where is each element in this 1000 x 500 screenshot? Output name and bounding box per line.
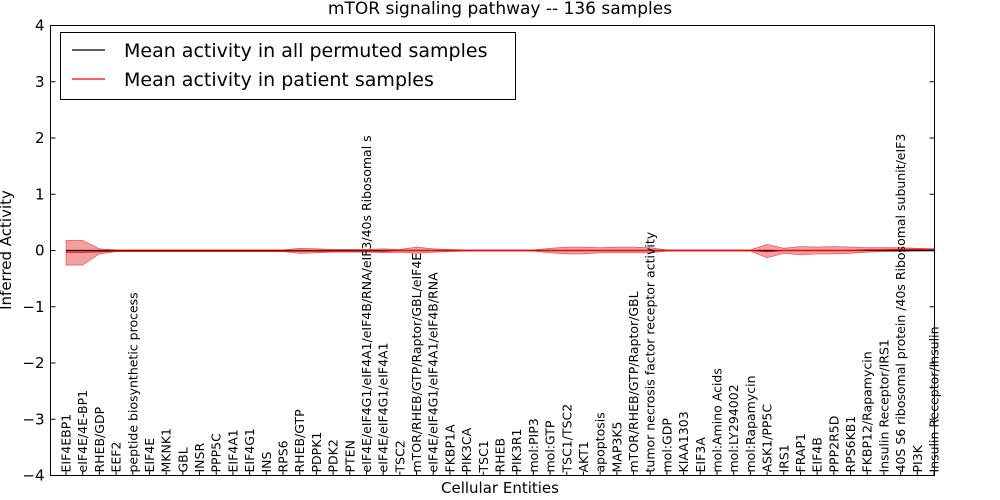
x-category-label: mol:PIP3 xyxy=(526,418,541,472)
x-category-label: mol:LY294002 xyxy=(726,384,741,472)
series-line-layer xyxy=(66,248,934,253)
x-category-label: RHEB xyxy=(493,438,508,473)
x-category-label: PPP5C xyxy=(209,433,224,473)
x-category-label: FRAP1 xyxy=(793,433,808,472)
x-category-label: EIF4G1 xyxy=(242,428,257,472)
legend: Mean activity in all permuted samples Me… xyxy=(60,32,516,100)
x-category-label: PI3K xyxy=(910,444,925,472)
x-category-label: FKBP1A xyxy=(442,424,457,472)
x-category-label: RPS6KB1 xyxy=(843,416,858,473)
legend-label-patient: Mean activity in patient samples xyxy=(124,69,434,91)
x-category-label: PPP2R5D xyxy=(826,416,841,473)
x-category-label: FKBP12/Rapamycin xyxy=(860,351,875,472)
x-category-label: PDPK1 xyxy=(309,432,324,473)
x-category-label: EIF3A xyxy=(693,437,708,473)
x-category-label: Insulin Receptor/Insulin xyxy=(927,326,942,472)
x-category-label: 40S S6 ribosomal protein /40s Ribosomal … xyxy=(893,134,908,473)
x-category-label: eIF4E/eIF4G1/eIF4A1 xyxy=(376,342,391,472)
x-category-label: PIK3R1 xyxy=(509,428,524,472)
y-tick-label: 1 xyxy=(35,185,45,203)
x-category-label: eIF4E/eIF4G1/eIF4A1/eIF4B/RNA/eIF3/40s R… xyxy=(359,135,374,472)
y-tick-label: 2 xyxy=(35,129,45,147)
patient-mean-line xyxy=(66,248,934,253)
x-category-label: Insulin Receptor/IRS1 xyxy=(876,339,891,472)
x-category-label: tumor necrosis factor receptor activity xyxy=(643,231,658,472)
x-category-label: mol:GDP xyxy=(659,418,674,473)
patient-confidence-band xyxy=(65,240,935,266)
y-axis-label: Inferred Activity xyxy=(0,190,15,310)
x-category-label: mol:Amino Acids xyxy=(710,368,725,472)
x-category-label: MAP3K5 xyxy=(609,422,624,473)
x-category-label: peptide biosynthetic process xyxy=(125,292,140,472)
x-category-label: apoptosis xyxy=(593,412,608,472)
x-category-label: EIF4B xyxy=(810,437,825,472)
y-tick-label: −2 xyxy=(22,354,44,372)
x-category-label: PDK2 xyxy=(326,439,341,472)
x-category-label: TSC1/TSC2 xyxy=(559,404,574,474)
x-category-label: INSR xyxy=(192,443,207,473)
y-tick-label: −3 xyxy=(22,410,44,428)
x-category-label: RHEB/GDP xyxy=(92,406,107,472)
x-category-label: AKT1 xyxy=(576,441,591,472)
x-category-label: mol:Rapamycin xyxy=(743,375,758,472)
y-tick-label: −4 xyxy=(22,467,44,485)
x-category-label: PTEN xyxy=(342,440,357,472)
x-category-label: ASK1/PP5C xyxy=(760,404,775,473)
x-axis-label: Cellular Entities xyxy=(441,479,559,497)
x-category-label: RHEB/GTP xyxy=(292,409,307,473)
x-category-label: INS xyxy=(259,451,274,472)
x-category-label: EIF4EBP1 xyxy=(59,414,74,473)
x-category-label: EEF2 xyxy=(109,442,124,473)
x-category-label: KIAA1303 xyxy=(676,411,691,472)
chart-title: mTOR signaling pathway -- 136 samples xyxy=(328,0,672,19)
y-axis-ticks: −4 −3 −2 −1 0 1 2 3 4 xyxy=(22,17,935,485)
y-tick-label: −1 xyxy=(22,298,44,316)
y-tick-label: 4 xyxy=(35,17,45,35)
x-category-label: eIF4E/eIF4G1/eIF4A1/eIF4B/RNA xyxy=(426,272,441,473)
x-category-label: RPS6 xyxy=(276,440,291,472)
legend-box xyxy=(60,32,516,100)
x-category-label: PIK3CA xyxy=(459,427,474,472)
x-category-label: EIF4E xyxy=(142,438,157,473)
x-category-label: GBL xyxy=(175,447,190,472)
x-axis-category-labels: EIF4EBP1 eIF4E/4E-BP1 RHEB/GDP EEF2 peptide … xyxy=(59,134,942,476)
x-category-label: IRS1 xyxy=(776,444,791,472)
x-category-label: TSC1 xyxy=(476,440,491,473)
legend-label-permuted: Mean activity in all permuted samples xyxy=(124,40,487,62)
x-category-label: EIF4A1 xyxy=(225,429,240,472)
confidence-band-layer xyxy=(65,240,935,266)
x-category-label: eIF4E/4E-BP1 xyxy=(75,390,90,473)
y-tick-label: 3 xyxy=(35,73,45,91)
x-category-label: MKNK1 xyxy=(159,428,174,472)
x-category-label: TSC2 xyxy=(392,440,407,473)
x-category-label: mTOR/RHEB/GTP/Raptor/GBL/eIF4E xyxy=(409,253,424,473)
x-category-label: mTOR/RHEB/GTP/Raptor/GBL xyxy=(626,291,641,472)
y-tick-label: 0 xyxy=(35,242,45,260)
x-category-label: mol:GTP xyxy=(543,420,558,472)
